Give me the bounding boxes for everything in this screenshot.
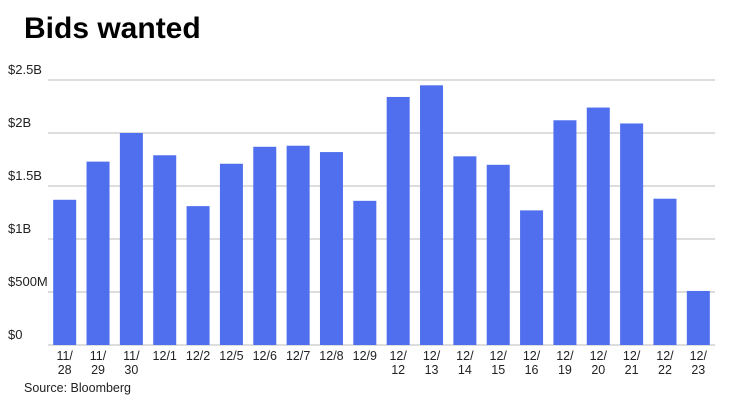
chart-title: Bids wanted (24, 12, 201, 45)
x-tick-label: 12/ 20 (589, 349, 607, 377)
y-tick-label: $2B (8, 115, 31, 130)
x-tick-label: 12/ 15 (489, 349, 507, 377)
bar (386, 96, 410, 346)
bar (520, 210, 544, 345)
x-tick-label: 11/ 30 (123, 349, 140, 377)
x-tick-label: 12/1 (152, 349, 177, 363)
bar (653, 198, 677, 345)
x-tick-label: 12/8 (319, 349, 344, 363)
bar (686, 290, 710, 345)
bar (553, 120, 577, 345)
bar (486, 164, 510, 345)
source: Source: Bloomberg (24, 381, 131, 395)
x-tick-label: 12/7 (285, 349, 311, 363)
bar (319, 152, 343, 345)
bar (286, 145, 310, 345)
x-tick-label: 12/ 14 (456, 349, 474, 377)
bar (620, 123, 644, 346)
bar (186, 206, 210, 345)
bar (119, 133, 143, 345)
x-tick-label: 12/6 (252, 349, 277, 363)
x-tick-label: 12/ 22 (656, 349, 674, 377)
bar (219, 163, 243, 345)
x-tick-label: 12/ 16 (522, 349, 541, 377)
x-tick-label: 12/ 21 (622, 349, 641, 377)
y-tick-label: $2.5B (8, 62, 42, 77)
bar (420, 85, 444, 346)
x-tick-label: 12/ 23 (689, 349, 707, 377)
x-tick-label: 11/ 28 (56, 349, 73, 377)
bar (253, 146, 277, 345)
x-tick-label: 12/ 12 (389, 349, 407, 377)
bar (453, 156, 477, 345)
x-tick-label: 11/ 29 (89, 349, 107, 377)
bar (86, 161, 110, 345)
y-tick-label: $500M (8, 274, 48, 289)
bar (586, 107, 610, 345)
y-tick-label: $1B (8, 221, 31, 236)
bar (353, 200, 377, 345)
bar (153, 155, 177, 345)
x-tick-label: 12/9 (352, 349, 377, 363)
x-tick-label: 12/ 19 (556, 349, 574, 377)
y-tick-label: $0 (8, 327, 22, 342)
x-tick-label: 12/ 13 (422, 349, 441, 377)
x-tick-label: 12/2 (185, 349, 211, 363)
y-tick-label: $1.5B (8, 168, 42, 183)
bar (53, 199, 77, 345)
x-tick-label: 12/5 (219, 349, 244, 363)
